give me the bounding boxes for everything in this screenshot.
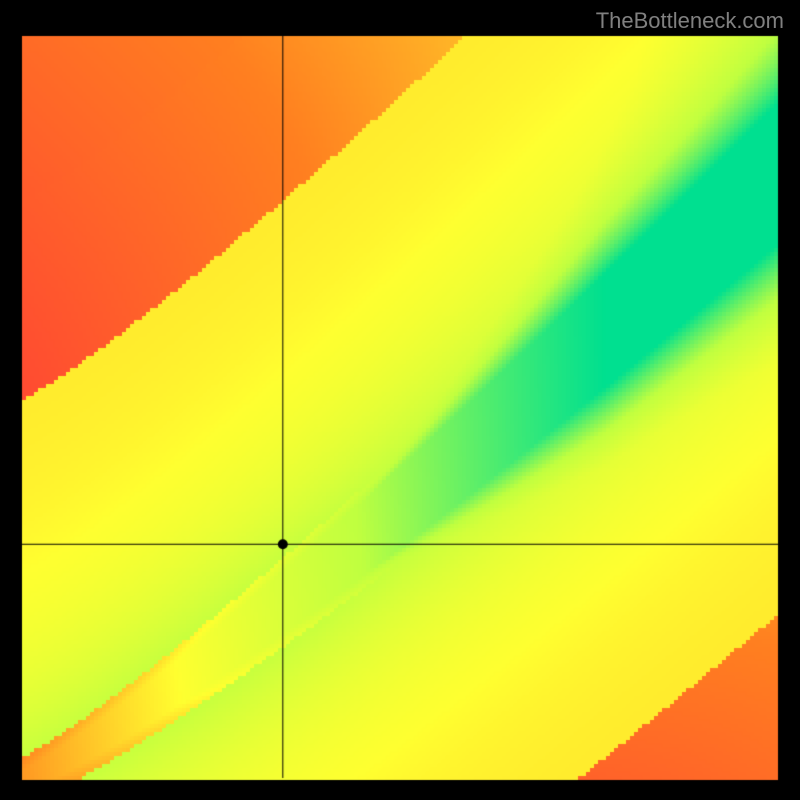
watermark-text: TheBottleneck.com: [596, 8, 784, 34]
heatmap-canvas: [0, 0, 800, 800]
chart-container: TheBottleneck.com: [0, 0, 800, 800]
